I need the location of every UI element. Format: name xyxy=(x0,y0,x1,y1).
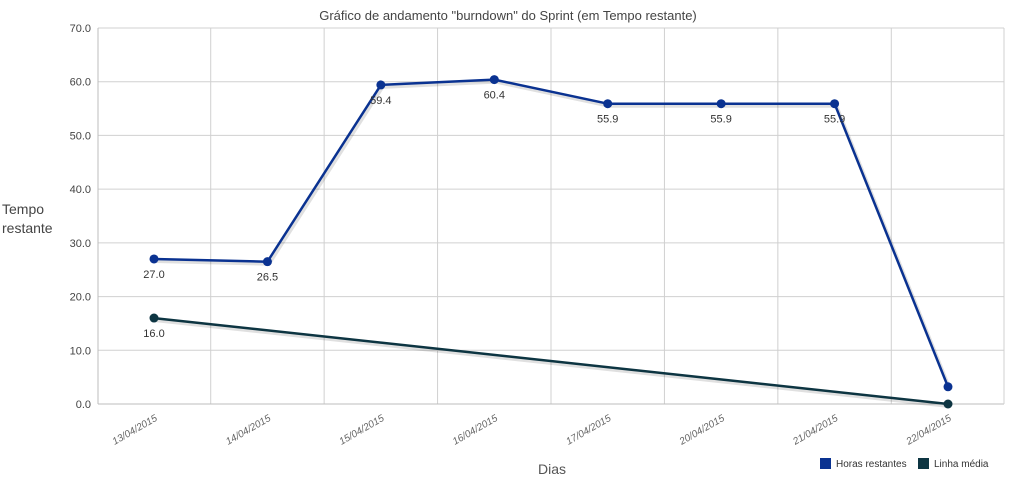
y-tick-label: 50.0 xyxy=(70,130,91,142)
x-tick-label: 22/04/2015 xyxy=(904,413,954,448)
y-tick-label: 20.0 xyxy=(70,292,91,304)
x-tick-label: 14/04/2015 xyxy=(224,413,273,448)
x-tick-label: 15/04/2015 xyxy=(338,413,387,448)
legend-label: Horas restantes xyxy=(836,459,907,470)
data-label-horas-restantes: 26.5 xyxy=(257,272,278,284)
legend: Horas restantes Linha média xyxy=(820,458,989,470)
data-point-horas-restantes xyxy=(489,75,499,85)
x-axis-label: Dias xyxy=(538,461,566,477)
y-tick-label: 0.0 xyxy=(76,399,91,411)
data-label-horas-restantes: 55.9 xyxy=(710,114,731,126)
legend-label: Linha média xyxy=(934,459,989,470)
data-label-horas-restantes: 55.9 xyxy=(824,114,845,126)
series-layer: 27.0 26.5 59.4 60.4 55.9 55.9 55.9 16.0 xyxy=(143,75,953,409)
y-tick-label: 10.0 xyxy=(70,345,91,357)
data-point-linha-media xyxy=(943,399,953,409)
y-tick-label: 40.0 xyxy=(70,184,91,196)
x-tick-label: 17/04/2015 xyxy=(564,413,613,448)
data-point-horas-restantes xyxy=(376,80,386,90)
series-shadow-linha-media xyxy=(155,318,950,408)
y-tick-label: 60.0 xyxy=(70,77,91,89)
chart-title: Gráfico de andamento "burndown" do Sprin… xyxy=(319,8,697,23)
data-label-horas-restantes: 55.9 xyxy=(597,114,618,126)
x-tick-label: 13/04/2015 xyxy=(111,413,160,448)
y-axis-label-line1: Tempo xyxy=(2,201,44,217)
x-tick-label: 16/04/2015 xyxy=(451,413,500,448)
legend-swatch xyxy=(918,458,929,469)
data-label-horas-restantes: 60.4 xyxy=(484,90,505,102)
data-point-horas-restantes xyxy=(149,254,159,264)
data-label-horas-restantes: 27.0 xyxy=(143,269,164,281)
series-shadow-horas-restantes xyxy=(155,79,952,390)
axis-layer: 0.0 10.0 20.0 30.0 40.0 50.0 60.0 70.0 13/04/201… xyxy=(70,23,1005,448)
series-line-horas-restantes xyxy=(153,78,950,388)
data-point-horas-restantes xyxy=(603,99,613,109)
x-tick-label: 20/04/2015 xyxy=(677,413,727,448)
y-tick-label: 30.0 xyxy=(70,238,91,250)
x-tick-label: 21/04/2015 xyxy=(790,413,840,448)
legend-swatch xyxy=(820,458,831,469)
series-line-linha-media xyxy=(153,316,949,406)
data-label-horas-restantes: 59.4 xyxy=(370,95,391,107)
data-point-horas-restantes xyxy=(830,99,840,109)
data-label-linha-media: 16.0 xyxy=(143,328,164,340)
y-tick-label: 70.0 xyxy=(70,23,91,35)
data-point-horas-restantes xyxy=(943,382,953,392)
data-point-linha-media xyxy=(149,313,159,323)
grid-layer xyxy=(98,27,1004,405)
y-axis-label-line2: restante xyxy=(2,220,53,236)
data-point-horas-restantes xyxy=(262,257,272,267)
data-point-horas-restantes xyxy=(716,99,726,109)
